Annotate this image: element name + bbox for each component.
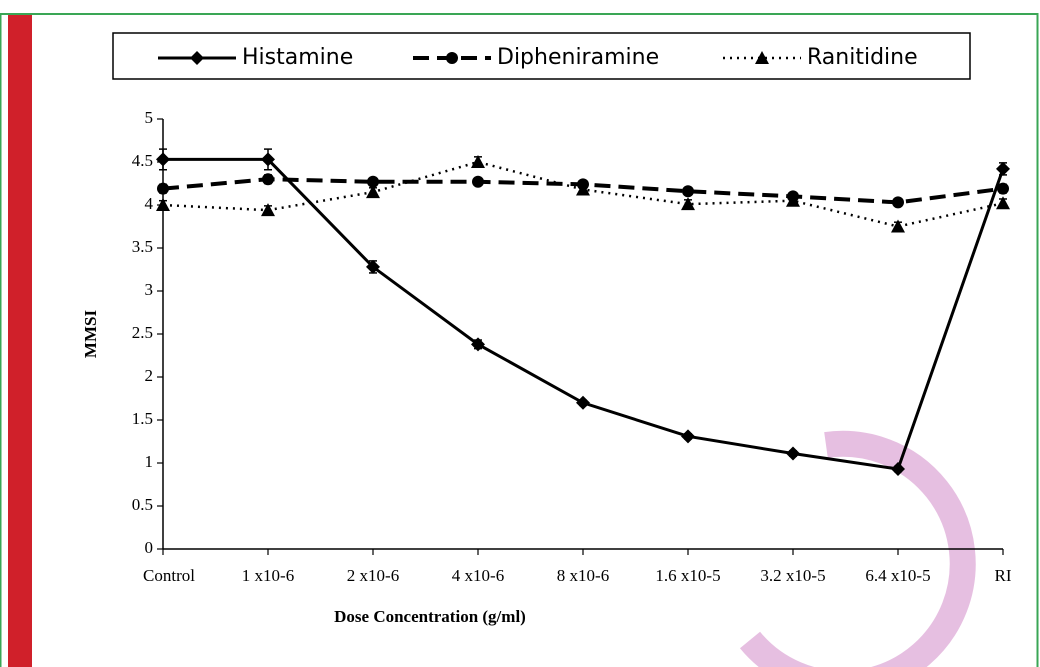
marker bbox=[261, 152, 275, 167]
marker bbox=[367, 175, 379, 188]
y-tick-label: 5 bbox=[145, 108, 154, 127]
series-line bbox=[162, 160, 1004, 228]
marker bbox=[891, 462, 905, 477]
y-tick-label: 4 bbox=[145, 194, 154, 213]
marker bbox=[576, 182, 590, 196]
y-tick-label: 0 bbox=[145, 538, 154, 557]
marker bbox=[156, 198, 170, 211]
y-tick-label: 2.5 bbox=[132, 323, 153, 342]
y-tick-label: 3.5 bbox=[132, 237, 153, 256]
legend-box bbox=[112, 32, 971, 80]
marker bbox=[786, 446, 800, 461]
marker bbox=[681, 429, 695, 444]
x-tick-label: 2 x10-6 bbox=[347, 566, 399, 585]
x-tick-label: 6.4 x10-5 bbox=[865, 566, 930, 585]
marker bbox=[472, 175, 484, 188]
frame bbox=[0, 13, 1039, 667]
x-tick-label: 1 x10-6 bbox=[242, 566, 294, 585]
marker bbox=[446, 52, 458, 64]
x-tick-label: RI bbox=[995, 566, 1012, 585]
y-axis-label: MMSI bbox=[81, 310, 100, 359]
marker bbox=[786, 193, 800, 207]
marker bbox=[755, 51, 769, 64]
marker bbox=[366, 259, 380, 274]
x-tick-label: Control bbox=[143, 566, 195, 585]
marker bbox=[681, 197, 695, 211]
marker bbox=[891, 219, 905, 233]
x-axis-label: Dose Concentration (g/ml) bbox=[334, 607, 526, 626]
marker bbox=[997, 182, 1009, 195]
side-bar bbox=[8, 15, 32, 667]
marker bbox=[576, 395, 590, 410]
legend-label: Ranitidine bbox=[807, 45, 918, 70]
marker bbox=[262, 173, 274, 186]
y-tick-label: 3 bbox=[145, 280, 154, 299]
marker bbox=[892, 196, 904, 209]
y-tick-label: 0.5 bbox=[132, 495, 153, 514]
y-tick-label: 1 bbox=[145, 452, 154, 471]
x-tick-label: 8 x10-6 bbox=[557, 566, 609, 585]
x-tick-label: 1.6 x10-5 bbox=[655, 566, 720, 585]
y-tick-label: 4.5 bbox=[132, 151, 153, 170]
x-tick-label: 4 x10-6 bbox=[452, 566, 504, 585]
watermark bbox=[739, 430, 976, 667]
legend-label: Dipheniramine bbox=[497, 45, 659, 70]
y-tick-label: 2 bbox=[145, 366, 154, 385]
marker bbox=[261, 203, 275, 217]
marker bbox=[366, 185, 380, 199]
marker bbox=[996, 161, 1010, 176]
marker bbox=[156, 152, 170, 167]
legend-label: Histamine bbox=[242, 45, 353, 70]
y-tick-label: 1.5 bbox=[132, 409, 153, 428]
marker bbox=[471, 337, 485, 352]
marker bbox=[190, 51, 204, 65]
marker bbox=[157, 182, 169, 195]
marker bbox=[471, 155, 485, 168]
marker bbox=[996, 196, 1010, 210]
x-tick-label: 3.2 x10-5 bbox=[760, 566, 825, 585]
marker bbox=[682, 185, 694, 198]
